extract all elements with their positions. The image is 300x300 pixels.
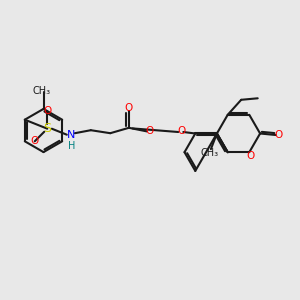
Text: O: O	[31, 136, 39, 146]
Text: CH₃: CH₃	[33, 86, 51, 96]
Text: O: O	[274, 130, 282, 140]
Text: O: O	[43, 106, 51, 116]
Text: N: N	[67, 130, 76, 140]
Text: H: H	[68, 141, 76, 151]
Text: O: O	[177, 125, 185, 136]
Text: O: O	[125, 103, 133, 113]
Text: O: O	[146, 126, 154, 136]
Text: S: S	[43, 122, 51, 135]
Text: CH₃: CH₃	[200, 148, 218, 158]
Text: O: O	[247, 151, 255, 161]
